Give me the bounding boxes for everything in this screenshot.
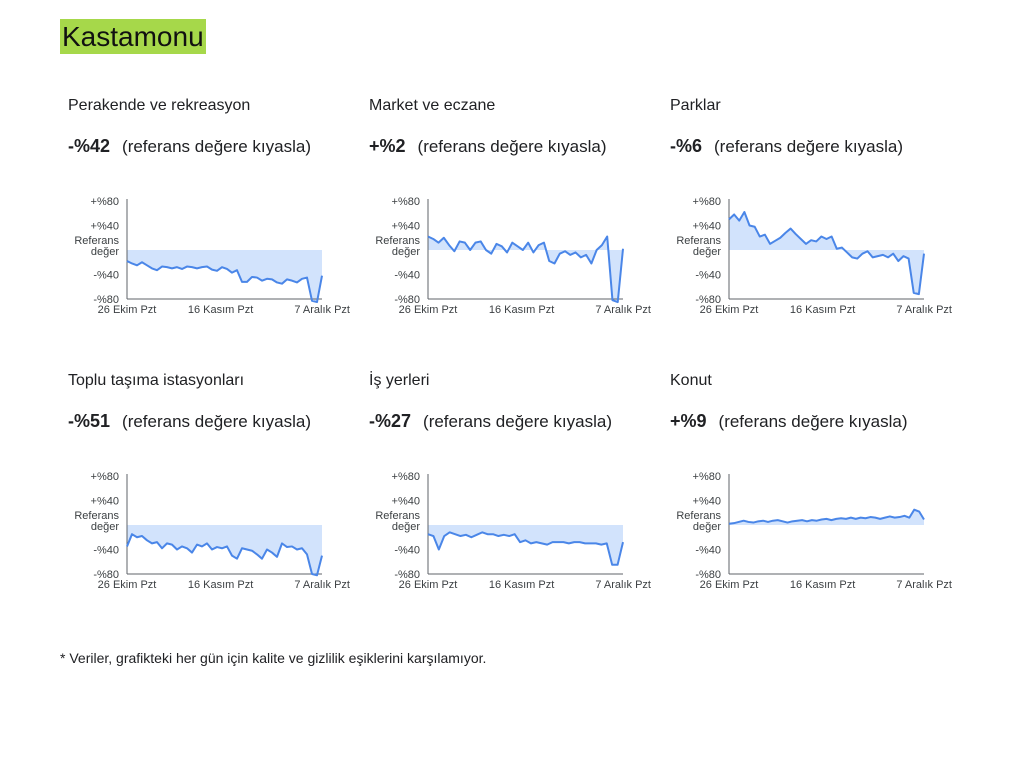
y-tick-label: -%80 <box>93 294 119 306</box>
region-title: Kastamonu <box>60 19 206 54</box>
series-line <box>427 531 624 566</box>
x-tick-label: 7 Aralık Pzt <box>294 579 350 591</box>
chart-panel: Konut +%9 (referans değere kıyasla) +%80 +%4… <box>662 371 962 621</box>
y-tick-label: +%80 <box>693 471 721 483</box>
change-summary: -%42 (referans değere kıyasla) <box>68 134 311 159</box>
y-tick-label: -%80 <box>394 294 420 306</box>
x-tick-label: 7 Aralık Pzt <box>595 304 651 316</box>
change-summary: +%2 (referans değere kıyasla) <box>369 134 607 159</box>
change-summary: -%51 (referans değere kıyasla) <box>68 409 311 434</box>
y-tick-label: -%40 <box>695 270 721 282</box>
x-tick-label: 16 Kasım Pzt <box>790 579 855 591</box>
change-percent: +%2 <box>369 136 406 156</box>
series-line <box>126 533 323 577</box>
chart-title: Perakende ve rekreasyon <box>68 97 251 114</box>
chart-title: İş yerleri <box>369 372 430 389</box>
chart-panel: İş yerleri -%27 (referans değere kıyasla) +… <box>361 371 661 621</box>
y-tick-label: Referans değer <box>375 235 420 258</box>
y-tick-label: Referans değer <box>676 510 721 533</box>
y-tick-label: +%40 <box>392 496 420 508</box>
change-percent: -%51 <box>68 411 111 431</box>
series-area <box>127 250 322 303</box>
change-note: (referans değere kıyasla) <box>423 412 613 431</box>
y-tick-label: +%40 <box>91 221 119 233</box>
x-tick-label: 26 Ekim Pzt <box>98 304 157 316</box>
change-note: (referans değere kıyasla) <box>718 412 908 431</box>
y-tick-label: +%40 <box>693 221 721 233</box>
change-percent: -%42 <box>68 136 111 156</box>
y-tick-label: -%40 <box>394 545 420 557</box>
y-tick-label: -%40 <box>93 545 119 557</box>
y-tick-label: +%40 <box>693 496 721 508</box>
series-line <box>427 235 624 304</box>
change-percent: +%9 <box>670 411 707 431</box>
footnote: * Veriler, grafikteki her gün için kalit… <box>60 650 487 666</box>
change-summary: -%27 (referans değere kıyasla) <box>369 409 612 434</box>
chart-title: Market ve eczane <box>369 97 496 114</box>
series-line <box>126 260 323 304</box>
y-tick-label: +%80 <box>693 196 721 208</box>
y-tick-label: +%80 <box>91 196 119 208</box>
series-area <box>127 525 322 576</box>
change-summary: +%9 (referans değere kıyasla) <box>670 409 908 434</box>
y-tick-label: Referans değer <box>74 510 119 533</box>
series-line <box>728 508 925 525</box>
x-tick-label: 7 Aralık Pzt <box>595 579 651 591</box>
chart-title: Toplu taşıma istasyonları <box>68 372 245 389</box>
series-line <box>728 211 925 296</box>
chart-title: Parklar <box>670 97 721 114</box>
chart-title: Konut <box>670 372 712 389</box>
change-note: (referans değere kıyasla) <box>122 412 312 431</box>
y-tick-label: +%80 <box>392 196 420 208</box>
y-tick-label: +%40 <box>392 221 420 233</box>
y-tick-label: Referans değer <box>676 235 721 258</box>
change-note: (referans değere kıyasla) <box>714 137 903 156</box>
y-tick-label: -%80 <box>695 294 721 306</box>
x-tick-label: 16 Kasım Pzt <box>188 304 253 316</box>
y-tick-label: -%40 <box>93 270 119 282</box>
x-tick-label: 26 Ekim Pzt <box>700 304 759 316</box>
chart-panel: Parklar -%6 (referans değere kıyasla) +%80 +… <box>662 96 962 346</box>
x-tick-label: 16 Kasım Pzt <box>489 579 554 591</box>
y-tick-label: +%80 <box>91 471 119 483</box>
x-tick-label: 26 Ekim Pzt <box>399 304 458 316</box>
y-tick-label: +%80 <box>392 471 420 483</box>
y-tick-label: +%40 <box>91 496 119 508</box>
x-tick-label: 26 Ekim Pzt <box>98 579 157 591</box>
chart-panel: Market ve eczane +%2 (referans değere kıya… <box>361 96 661 346</box>
x-tick-label: 26 Ekim Pzt <box>399 579 458 591</box>
change-note: (referans değere kıyasla) <box>122 137 312 156</box>
x-tick-label: 7 Aralık Pzt <box>294 304 350 316</box>
x-tick-label: 7 Aralık Pzt <box>896 579 952 591</box>
chart-panel: Perakende ve rekreasyon -%42 (referans değ… <box>60 96 360 346</box>
y-tick-label: -%80 <box>695 569 721 581</box>
y-tick-label: -%80 <box>93 569 119 581</box>
change-percent: -%6 <box>670 136 703 156</box>
series-area <box>729 509 924 525</box>
change-percent: -%27 <box>369 411 412 431</box>
change-summary: -%6 (referans değere kıyasla) <box>670 134 903 159</box>
y-tick-label: -%80 <box>394 569 420 581</box>
series-area <box>729 212 924 295</box>
x-tick-label: 16 Kasım Pzt <box>188 579 253 591</box>
y-tick-label: Referans değer <box>375 510 420 533</box>
y-tick-label: -%40 <box>394 270 420 282</box>
change-note: (referans değere kıyasla) <box>417 137 607 156</box>
series-area <box>428 525 623 565</box>
chart-panel: Toplu taşıma istasyonları -%51 (referans d… <box>60 371 360 621</box>
x-tick-label: 26 Ekim Pzt <box>700 579 759 591</box>
x-tick-label: 7 Aralık Pzt <box>896 304 952 316</box>
x-tick-label: 16 Kasım Pzt <box>790 304 855 316</box>
y-tick-label: -%40 <box>695 545 721 557</box>
x-tick-label: 16 Kasım Pzt <box>489 304 554 316</box>
y-tick-label: Referans değer <box>74 235 119 258</box>
